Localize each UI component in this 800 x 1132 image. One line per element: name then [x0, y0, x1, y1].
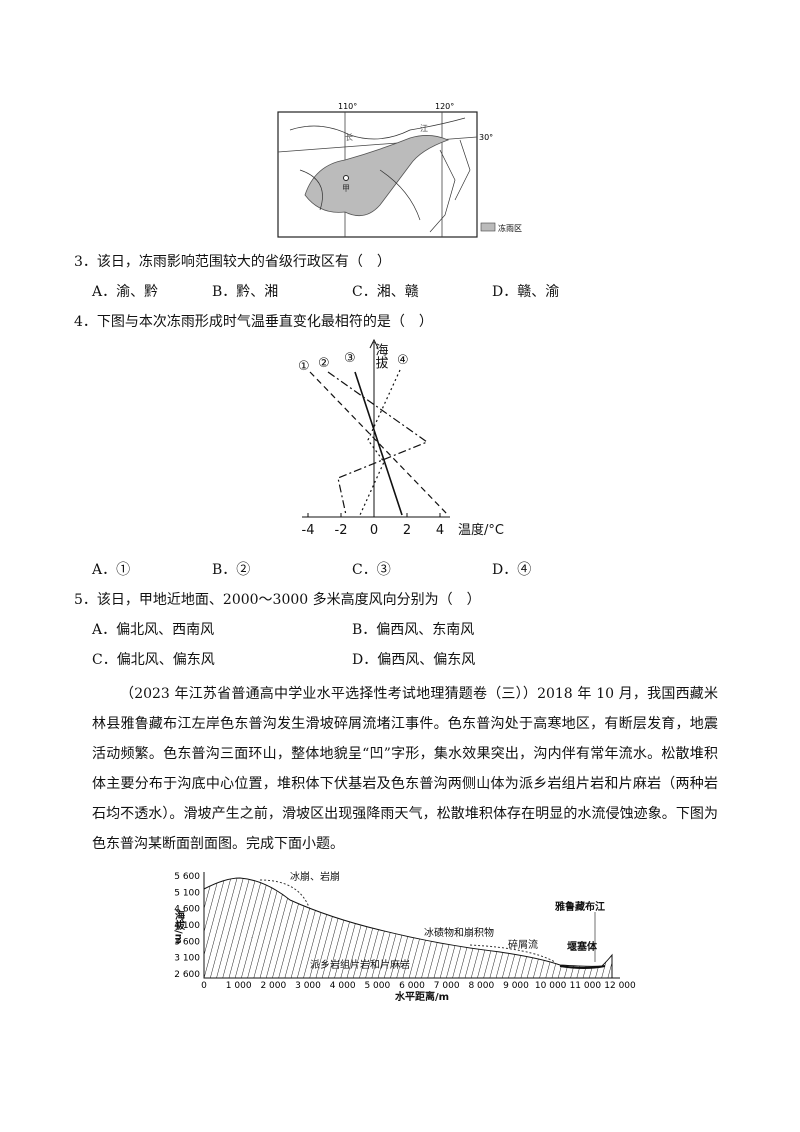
- map-legend: 冻雨区: [498, 223, 522, 233]
- curve-label: ②: [318, 356, 330, 371]
- y-axis-title: 海拔/m: [173, 909, 185, 944]
- profile-label: 堰塞体: [567, 940, 598, 953]
- option: D．偏西风、偏东风: [352, 652, 476, 668]
- profile-figure: 5 600 5 100 4 600 4 100 3 600 3 100 2 600 0 1 0…: [173, 870, 637, 1003]
- map-place-label: 江: [420, 124, 428, 133]
- profile-label: 碎屑流: [508, 938, 538, 951]
- x-tick-label: 4 000: [330, 981, 356, 991]
- y-tick-label: 5 100: [174, 888, 200, 898]
- question-stem: 3．该日，冻雨影响范围较大的省级行政区有（ ）: [74, 254, 391, 270]
- y-tick-label: 4 100: [174, 921, 200, 931]
- curve-label: ③: [344, 351, 356, 366]
- question-stem: 4．下图与本次冻雨形成时气温垂直变化最相符的是（ ）: [74, 314, 433, 330]
- curve-label: ④: [397, 353, 409, 368]
- option: C．③: [352, 562, 391, 578]
- map-lon-label: 110°: [338, 102, 357, 111]
- y-tick-label: 2 600: [174, 970, 200, 980]
- map-lat-label: 30°: [479, 133, 493, 142]
- map-place-label: 甲: [342, 184, 350, 193]
- profile-label: 冰崩、岩崩: [290, 870, 340, 883]
- x-tick-label: 0: [370, 523, 378, 538]
- x-tick-label: 3 000: [295, 981, 321, 991]
- option: A．偏北风、西南风: [92, 622, 215, 638]
- map: 110° 120° 30° 长 江 甲 冻雨区: [277, 102, 522, 238]
- x-tick-label: 7 000: [434, 981, 460, 991]
- passage: （2023 年江苏省普通高中学业水平选择性考试地理猜题卷（三））2018 年 1…: [92, 686, 718, 852]
- x-tick-label: 1 000: [226, 981, 252, 991]
- y-tick-label: 3 100: [174, 954, 200, 964]
- option: B．偏西风、东南风: [352, 622, 475, 638]
- map-lon-label: 120°: [435, 102, 454, 111]
- curve-label: ①: [298, 359, 310, 374]
- y-tick-label: 3 600: [174, 937, 200, 947]
- option: C．湘、赣: [352, 284, 419, 300]
- y-tick-label: 5 600: [174, 872, 200, 882]
- option: D．④: [492, 562, 532, 578]
- y-tick-label: 4 600: [174, 905, 200, 915]
- x-tick-label: 8 000: [468, 981, 494, 991]
- x-tick-label: -2: [335, 523, 348, 538]
- x-tick-label: -4: [302, 523, 315, 538]
- x-tick-label: 2: [403, 523, 411, 538]
- x-tick-label: 12 000: [604, 981, 636, 991]
- x-tick-label: 2 000: [260, 981, 286, 991]
- x-tick-label: 4: [436, 523, 444, 538]
- temp-figure: ① ② ③ ④ 海拔 -4 -2 0 2 4 温度/°C: [298, 338, 504, 538]
- profile-label: 冰碛物和崩积物: [424, 926, 494, 939]
- x-tick-label: 9 000: [503, 981, 529, 991]
- x-tick-label: 0: [201, 981, 207, 991]
- x-tick-label: 11 000: [570, 981, 602, 991]
- option: B．黔、湘: [212, 284, 279, 300]
- option: B．②: [212, 562, 251, 578]
- x-tick-label: 10 000: [535, 981, 567, 991]
- option: C．偏北风、偏东风: [92, 652, 215, 668]
- option: A．①: [92, 562, 131, 578]
- x-axis-title: 水平距离/m: [394, 990, 449, 1003]
- x-axis-title: 温度/°C: [458, 522, 504, 538]
- question-stem: 5．该日，甲地近地面、2000～3000 多米高度风向分别为（ ）: [74, 592, 481, 608]
- x-tick-label: 5 000: [364, 981, 390, 991]
- profile-label: 雅鲁藏布江: [555, 900, 605, 913]
- map-place-label: 长: [345, 132, 353, 142]
- profile-label: 派乡岩组片岩和片麻岩: [310, 958, 410, 971]
- option: D．赣、渝: [492, 284, 560, 300]
- x-tick-label: 6 000: [399, 981, 425, 991]
- option: A．渝、黔: [92, 284, 159, 300]
- y-axis-title: 海拔: [373, 343, 389, 369]
